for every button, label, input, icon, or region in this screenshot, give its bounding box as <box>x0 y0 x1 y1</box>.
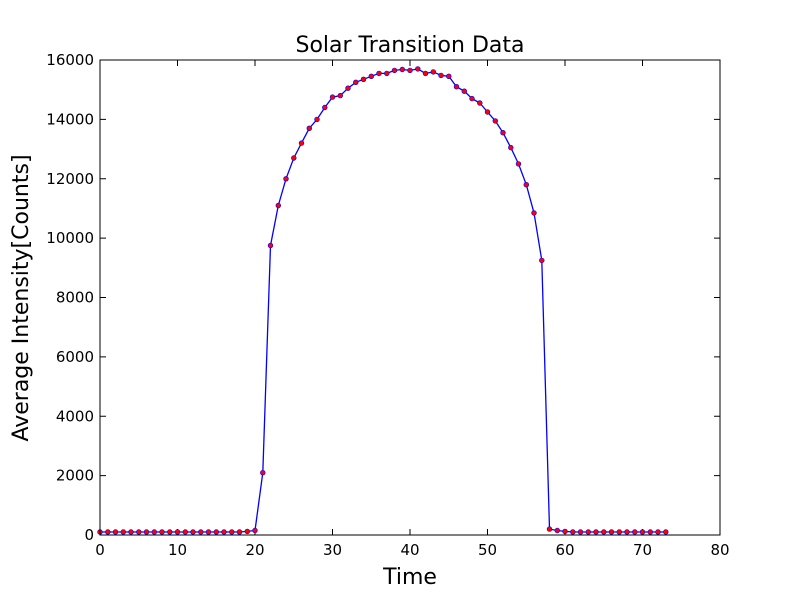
data-point <box>244 528 251 535</box>
data-point <box>120 529 127 535</box>
x-tick-label: 60 <box>555 541 574 559</box>
data-point <box>616 529 622 535</box>
data-point <box>252 527 258 534</box>
data-point <box>291 155 297 161</box>
data-point <box>159 529 165 535</box>
x-tick-label: 70 <box>633 541 652 559</box>
data-point <box>523 182 529 188</box>
data-point <box>639 529 646 535</box>
data-point <box>422 70 429 77</box>
data-point <box>112 529 119 535</box>
y-tick-label: 8000 <box>56 289 94 307</box>
data-point <box>345 85 351 91</box>
plot-series <box>97 66 669 535</box>
data-point <box>500 130 506 136</box>
data-point <box>198 529 204 535</box>
axis-ticks: 0 10 20 30 40 50 60 70 80 0 2000 4000 6000 8000 10000 1… <box>46 51 729 559</box>
data-point <box>283 176 289 182</box>
data-point <box>143 529 150 535</box>
y-tick-label: 6000 <box>56 348 94 366</box>
x-tick-label: 80 <box>710 541 729 559</box>
data-point <box>577 529 584 535</box>
data-point <box>229 529 235 535</box>
data-point <box>562 528 568 535</box>
y-tick-label: 12000 <box>46 170 94 188</box>
data-point <box>105 529 111 535</box>
data-point <box>399 66 405 73</box>
data-point <box>624 529 630 535</box>
data-point <box>360 76 367 83</box>
data-point <box>430 69 436 75</box>
data-point <box>260 470 266 476</box>
data-point <box>353 79 359 86</box>
data-point <box>484 109 491 115</box>
y-tick-label: 4000 <box>56 407 94 425</box>
y-tick-label: 10000 <box>46 229 94 247</box>
data-point <box>461 88 467 94</box>
data-point <box>570 529 576 535</box>
data-point <box>508 144 514 151</box>
data-point <box>275 202 281 209</box>
data-point <box>376 70 382 77</box>
data-point <box>492 118 498 124</box>
data-point <box>531 210 537 216</box>
data-point <box>236 529 243 535</box>
data-point <box>368 73 374 80</box>
x-tick-label: 30 <box>323 541 342 559</box>
data-point <box>663 529 669 535</box>
data-point <box>337 92 343 99</box>
data-point <box>267 242 274 249</box>
data-point <box>438 72 444 79</box>
data-point <box>593 529 599 535</box>
data-point <box>136 529 142 535</box>
y-axis-label: Average Intensity[Counts] <box>9 154 34 441</box>
data-point <box>601 529 607 535</box>
data-point <box>515 161 522 167</box>
series-line <box>100 68 666 533</box>
data-point <box>329 94 336 100</box>
data-point <box>384 70 390 77</box>
data-point <box>213 529 220 535</box>
data-point <box>322 104 328 111</box>
data-point <box>391 67 398 74</box>
data-point <box>174 529 181 535</box>
x-tick-label: 40 <box>400 541 419 559</box>
data-point <box>647 529 653 535</box>
data-point <box>151 529 158 535</box>
data-point <box>314 116 320 123</box>
y-tick-label: 16000 <box>46 51 94 69</box>
data-point <box>407 67 413 74</box>
data-point <box>221 529 227 535</box>
x-tick-label: 0 <box>95 541 105 559</box>
plot-frame <box>99 59 721 536</box>
data-point <box>446 73 452 80</box>
data-point <box>167 529 173 535</box>
data-point <box>477 100 483 106</box>
data-point <box>182 529 189 535</box>
data-point <box>632 529 638 535</box>
data-point <box>554 527 560 534</box>
data-point <box>415 66 421 72</box>
data-point <box>539 257 545 264</box>
data-point <box>306 125 312 132</box>
data-point <box>469 95 475 102</box>
x-tick-label: 20 <box>245 541 264 559</box>
data-point <box>205 529 212 535</box>
y-tick-label: 2000 <box>56 467 94 485</box>
x-tick-label: 50 <box>478 541 497 559</box>
y-tick-label: 0 <box>84 526 94 544</box>
y-tick-label: 14000 <box>46 110 94 128</box>
x-tick-label: 10 <box>168 541 187 559</box>
chart-title: Solar Transition Data <box>296 33 525 58</box>
data-point <box>655 529 661 535</box>
data-point <box>298 140 305 146</box>
x-axis-label: Time <box>382 565 437 590</box>
data-point <box>128 529 134 535</box>
data-point <box>453 83 460 90</box>
data-point <box>585 529 591 535</box>
data-point <box>608 529 615 535</box>
data-point <box>190 529 196 535</box>
data-point <box>546 526 553 532</box>
